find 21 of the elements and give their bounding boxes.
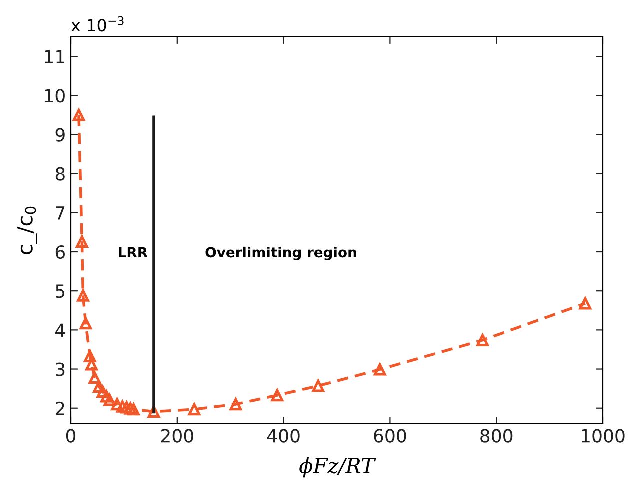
y-tick-label: 6 <box>56 245 65 260</box>
annotation: Overlimiting region <box>206 246 356 260</box>
y-tick-label: 4 <box>56 324 66 338</box>
y-tick-label: 8 <box>56 167 65 181</box>
y-tick-label: 7 <box>56 206 65 220</box>
y-tick-label: 2 <box>56 402 64 416</box>
x-tick-label: 800 <box>480 429 513 443</box>
y-tick-label: 11 <box>45 50 64 64</box>
x-tick-label: 400 <box>267 429 300 443</box>
x-axis-title: ϕFz/RT <box>300 457 376 478</box>
x-tick-label: 600 <box>374 429 406 443</box>
x-tick-label: 200 <box>161 429 194 443</box>
y-tick-label: 9 <box>56 128 65 142</box>
annotation: LRR <box>119 247 148 258</box>
y-axis-title: c_/c$_{0}$ <box>17 206 38 255</box>
y-tick-label: 3 <box>56 362 65 376</box>
y-tick-label: 10 <box>45 89 65 103</box>
y-tick-label: 5 <box>56 284 65 298</box>
x-tick-label: 0 <box>66 429 76 443</box>
text: x 10$^{−3}$ <box>71 16 124 32</box>
x-tick-label: 1000 <box>582 429 625 443</box>
